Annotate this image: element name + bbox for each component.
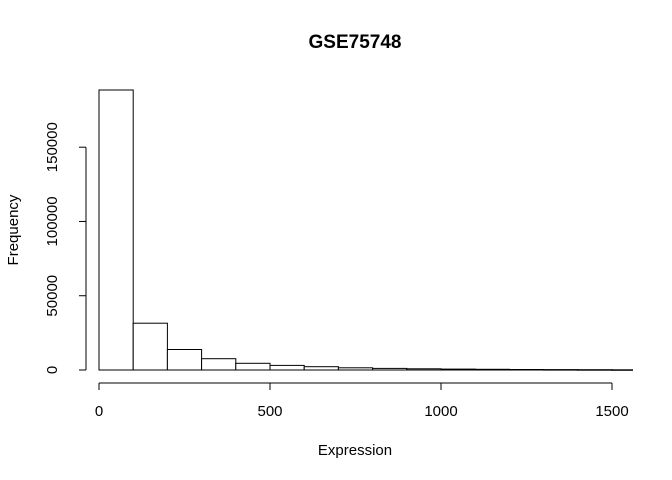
x-axis: 0 500 1000 1500: [95, 382, 629, 420]
histogram-bar-1200-1300: [508, 369, 545, 371]
bars-group: [98, 89, 633, 371]
x-tick-label-0: 0: [95, 403, 103, 420]
histogram-bar-700-800: [337, 367, 374, 371]
x-axis-label: Expression: [318, 442, 392, 459]
histogram-bar-900-1000: [406, 368, 442, 371]
x-tick-label-1500: 1500: [595, 403, 628, 420]
histogram-bar-300-400: [201, 358, 237, 371]
histogram-bar-100-200: [132, 322, 168, 371]
chart-title: GSE75748: [309, 32, 402, 53]
histogram-bar-500-600: [269, 364, 305, 371]
y-tick-label-0: 0: [44, 366, 61, 374]
histogram-bar-1000-1100: [440, 368, 476, 371]
y-axis-label: Frequency: [5, 194, 22, 265]
histogram-bar-1400-1500: [577, 369, 613, 371]
y-axis: 0 50000 100000 150000: [44, 122, 87, 374]
histogram-bar-200-300: [166, 349, 203, 371]
histogram-bar-1300-1400: [543, 369, 579, 371]
histogram-bar-0-100: [98, 89, 134, 371]
histogram-bar-400-500: [235, 362, 271, 371]
histogram-bar-600-700: [303, 366, 339, 371]
histogram-bar-800-900: [372, 367, 408, 371]
y-tick-label-100000: 100000: [44, 196, 61, 246]
histogram-bar-1100-1200: [474, 368, 510, 371]
y-tick-label-50000: 50000: [44, 275, 61, 317]
histogram-bar-1500-1560: [611, 369, 633, 371]
y-tick-label-150000: 150000: [44, 122, 61, 172]
x-tick-label-500: 500: [257, 403, 282, 420]
x-tick-label-1000: 1000: [424, 403, 457, 420]
